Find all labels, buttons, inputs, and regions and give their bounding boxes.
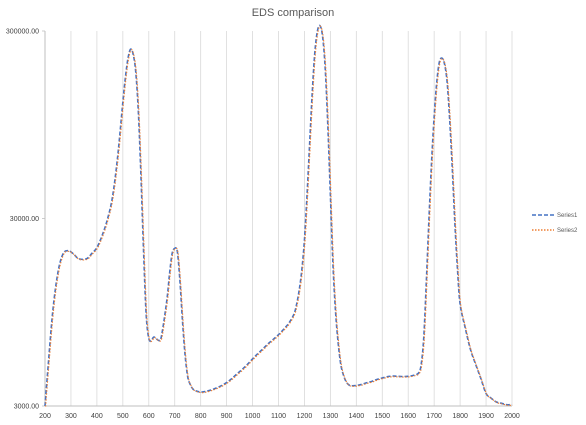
x-tick-label: 500: [117, 413, 129, 420]
legend: Series1 Series2: [532, 213, 578, 234]
axes: [42, 30, 512, 407]
series-line-1: [44, 24, 513, 407]
chart-title: EDS comparison: [252, 7, 335, 19]
y-tick-labels: 3000.00 30000.00 300000.00: [6, 29, 39, 411]
x-tick-label: 1000: [245, 413, 261, 420]
y-tick-label: 300000.00: [6, 29, 39, 36]
x-tick-label: 2000: [504, 413, 520, 420]
x-tick-label: 1600: [400, 413, 416, 420]
x-tick-label: 1900: [478, 413, 494, 420]
x-tick-label: 1200: [297, 413, 313, 420]
x-tick-label: 700: [169, 413, 181, 420]
x-tick-label: 900: [221, 413, 233, 420]
series-lines: [44, 24, 513, 407]
x-tick-label: 600: [143, 413, 155, 420]
x-tick-label: 400: [91, 413, 103, 420]
x-tick-label: 1700: [426, 413, 442, 420]
y-tick-label: 30000.00: [10, 216, 39, 223]
x-tick-label: 300: [65, 413, 77, 420]
x-tick-labels: 200 300 400 500 600 700 800 900 1000 1100 1200 1300…: [39, 413, 520, 420]
x-tick-label: 1800: [452, 413, 468, 420]
x-tick-label: 1500: [374, 413, 390, 420]
y-tick-label: 3000.00: [14, 404, 39, 411]
series-line-2: [45, 25, 513, 407]
legend-label-2: Series2: [557, 228, 578, 234]
grid-lines: [44, 31, 513, 406]
x-tick-label: 1100: [271, 413, 286, 420]
x-tick-label: 1300: [323, 413, 339, 420]
x-tick-label: 800: [195, 413, 207, 420]
legend-label-1: Series1: [557, 213, 578, 219]
x-tick-label: 200: [39, 413, 51, 420]
x-tick-label: 1400: [349, 413, 365, 420]
